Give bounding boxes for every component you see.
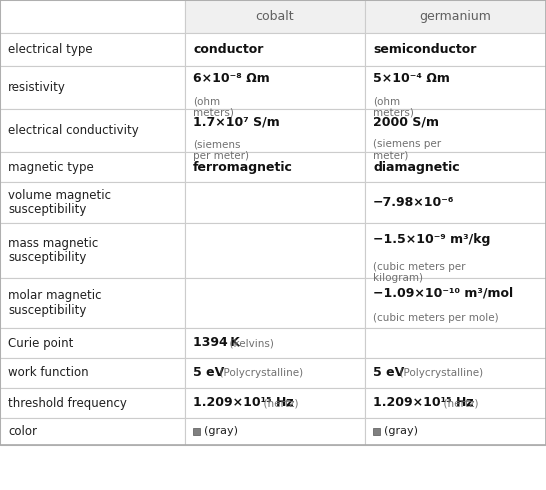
Text: (cubic meters per mole): (cubic meters per mole) — [373, 313, 498, 323]
Bar — [365, 278, 546, 328]
Bar — [185, 223, 365, 278]
Text: work function: work function — [8, 367, 88, 379]
Bar — [365, 0, 546, 33]
Bar — [365, 66, 546, 109]
Text: molar magnetic
susceptibility: molar magnetic susceptibility — [8, 289, 102, 317]
Bar — [365, 182, 546, 223]
Text: (ohm
meters): (ohm meters) — [373, 96, 414, 118]
Bar — [0, 328, 185, 358]
Text: ferromagnetic: ferromagnetic — [193, 161, 293, 173]
Text: (Polycrystalline): (Polycrystalline) — [393, 368, 483, 378]
Bar — [185, 109, 365, 152]
Text: resistivity: resistivity — [8, 81, 66, 94]
Text: 1.209×10¹⁵ Hz: 1.209×10¹⁵ Hz — [193, 396, 294, 410]
Text: (Polycrystalline): (Polycrystalline) — [213, 368, 303, 378]
Bar — [0, 388, 185, 418]
Bar — [365, 388, 546, 418]
Bar — [0, 223, 185, 278]
Bar — [185, 152, 365, 182]
Bar — [365, 418, 546, 445]
Text: (hertz): (hertz) — [257, 398, 299, 408]
Text: −7.98×10⁻⁶: −7.98×10⁻⁶ — [373, 196, 454, 209]
Text: 5 eV: 5 eV — [193, 367, 224, 379]
Bar — [0, 33, 185, 66]
Bar — [0, 0, 185, 33]
Bar — [185, 33, 365, 66]
Bar — [365, 33, 546, 66]
Text: Curie point: Curie point — [8, 337, 73, 349]
Bar — [193, 428, 200, 435]
Text: (hertz): (hertz) — [437, 398, 479, 408]
Bar — [365, 109, 546, 152]
Bar — [185, 182, 365, 223]
Bar — [0, 358, 185, 388]
Text: electrical type: electrical type — [8, 43, 93, 56]
Text: semiconductor: semiconductor — [373, 43, 476, 56]
Text: germanium: germanium — [419, 10, 491, 23]
Text: mass magnetic
susceptibility: mass magnetic susceptibility — [8, 237, 98, 265]
Text: (kelvins): (kelvins) — [223, 338, 274, 348]
Bar — [185, 278, 365, 328]
Text: diamagnetic: diamagnetic — [373, 161, 460, 173]
Bar — [0, 152, 185, 182]
Text: (siemens per
meter): (siemens per meter) — [373, 139, 441, 161]
Text: −1.09×10⁻¹⁰ m³/mol: −1.09×10⁻¹⁰ m³/mol — [373, 287, 513, 299]
Text: 1.7×10⁷ S/m: 1.7×10⁷ S/m — [193, 116, 280, 128]
Text: −1.5×10⁻⁹ m³/kg: −1.5×10⁻⁹ m³/kg — [373, 233, 490, 246]
Bar — [365, 223, 546, 278]
Bar — [185, 388, 365, 418]
Text: 5×10⁻⁴ Ωm: 5×10⁻⁴ Ωm — [373, 73, 450, 85]
Bar — [0, 182, 185, 223]
Text: (gray): (gray) — [384, 426, 418, 437]
Text: cobalt: cobalt — [256, 10, 294, 23]
Text: volume magnetic
susceptibility: volume magnetic susceptibility — [8, 189, 111, 217]
Bar — [365, 152, 546, 182]
Text: electrical conductivity: electrical conductivity — [8, 124, 139, 137]
Text: 2000 S/m: 2000 S/m — [373, 116, 439, 128]
Bar — [185, 418, 365, 445]
Text: 5 eV: 5 eV — [373, 367, 404, 379]
Bar — [185, 0, 365, 33]
Text: 6×10⁻⁸ Ωm: 6×10⁻⁸ Ωm — [193, 73, 270, 85]
Bar — [0, 109, 185, 152]
Text: (ohm
meters): (ohm meters) — [193, 96, 234, 118]
Text: magnetic type: magnetic type — [8, 161, 94, 173]
Text: 1394 K: 1394 K — [193, 337, 240, 349]
Text: (cubic meters per
kilogram): (cubic meters per kilogram) — [373, 262, 466, 283]
Text: color: color — [8, 425, 37, 438]
Text: conductor: conductor — [193, 43, 263, 56]
Bar — [373, 428, 380, 435]
Bar — [0, 418, 185, 445]
Text: threshold frequency: threshold frequency — [8, 396, 127, 410]
Bar — [185, 66, 365, 109]
Bar — [365, 328, 546, 358]
Text: (siemens
per meter): (siemens per meter) — [193, 139, 249, 161]
Bar — [365, 358, 546, 388]
Text: 1.209×10¹⁵ Hz: 1.209×10¹⁵ Hz — [373, 396, 473, 410]
Bar — [0, 66, 185, 109]
Bar — [0, 278, 185, 328]
Text: (gray): (gray) — [204, 426, 238, 437]
Bar — [185, 358, 365, 388]
Bar — [185, 328, 365, 358]
